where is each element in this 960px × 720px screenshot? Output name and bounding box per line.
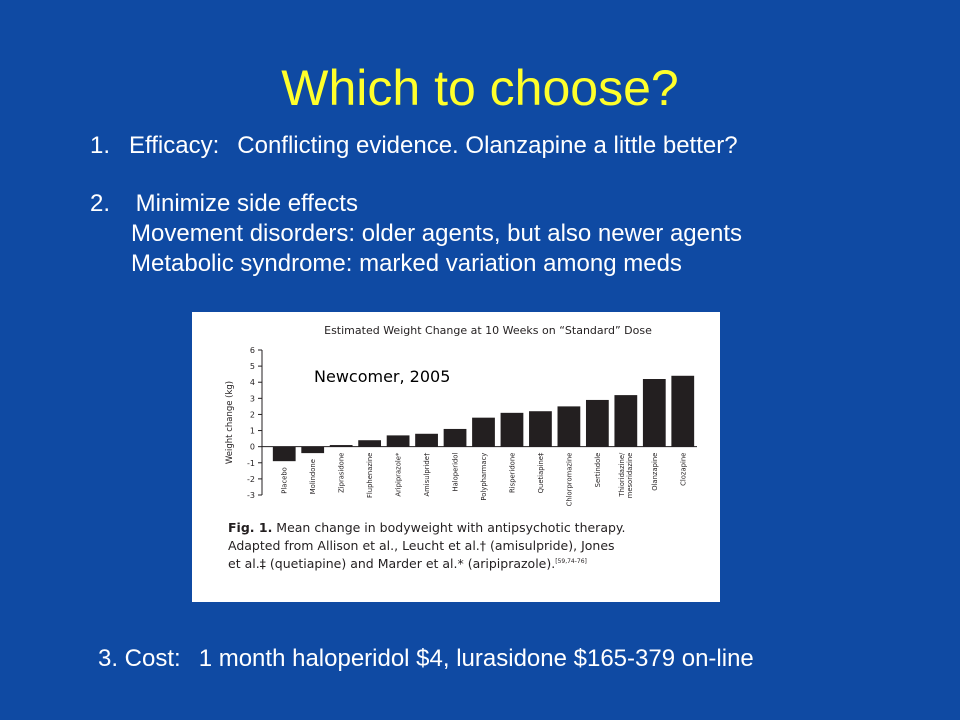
y-tick-label: -3 (247, 491, 255, 500)
point-number: 1. (90, 132, 111, 159)
y-tick-label: -1 (247, 459, 255, 468)
caption-text: et al.‡ (quetiapine) and Marder et al.* … (228, 556, 555, 571)
category-label: Quetiapine‡ (537, 452, 545, 493)
category-label: Aripiprazole* (395, 452, 403, 497)
point-side-effects: 2. Minimize side effects Movement disord… (90, 189, 742, 279)
caption-line-3: et al.‡ (quetiapine) and Marder et al.* … (228, 556, 587, 571)
point-label: 3. Cost: (98, 645, 181, 672)
caption-refs: [59,74-76] (555, 558, 587, 565)
point-text: 1 month haloperidol $4, lurasidone $165-… (198, 645, 754, 672)
bar-polypharmacy (472, 417, 495, 447)
y-tick-label: 0 (250, 443, 255, 452)
slide-title: Which to choose? (281, 60, 679, 116)
bar-olanzapine (642, 379, 666, 447)
bar-thioridazine-mesoridazine (614, 395, 638, 447)
y-tick-label: 6 (250, 346, 255, 355)
point-line-metabolic: Metabolic syndrome: marked variation amo… (131, 250, 682, 277)
y-tick-label: 2 (250, 410, 255, 419)
bar-molindone (301, 446, 325, 454)
category-label: Chlorpromazine (565, 453, 573, 507)
category-label: Fluphenazine (366, 453, 374, 498)
point-heading: Minimize side effects (135, 190, 358, 217)
point-text: Conflicting evidence. Olanzapine a littl… (237, 132, 738, 159)
y-tick-label: 3 (250, 394, 255, 403)
caption-line-2: Adapted from Allison et al., Leucht et a… (228, 538, 615, 553)
category-label: Ziprasidone (338, 453, 346, 493)
bar-haloperidol (443, 428, 467, 447)
category-label: Haloperidol (452, 453, 460, 492)
category-label: Olanzapine (651, 453, 659, 491)
weight-change-figure: Estimated Weight Change at 10 Weeks on “… (192, 312, 720, 602)
category-label: Placebo (281, 467, 289, 494)
bar-ziprasidone (329, 445, 353, 447)
category-label: Sertindole (594, 453, 602, 488)
weight-change-chart: Estimated Weight Change at 10 Weeks on “… (225, 324, 697, 571)
point-label: Efficacy: (129, 132, 220, 159)
y-tick-label: 5 (250, 362, 255, 371)
y-tick-label: 1 (250, 427, 255, 436)
category-label: Molindone (309, 459, 317, 494)
caption-text: Mean change in bodyweight with antipsych… (272, 520, 625, 535)
bar-amisulpride (415, 433, 438, 447)
category-label: Clozapine (679, 453, 687, 486)
chart-title: Estimated Weight Change at 10 Weeks on “… (324, 324, 652, 337)
category-label: mesoridazine (626, 453, 634, 499)
bar-fluphenazine (358, 440, 382, 447)
y-tick-label: 4 (250, 378, 255, 387)
point-number: 2. (90, 190, 111, 217)
bar-sertindole (585, 399, 609, 447)
y-axis-label: Weight change (kg) (225, 381, 235, 464)
point-efficacy: 1. Efficacy: Conflicting evidence. Olanzap… (90, 131, 738, 161)
bar-placebo (272, 446, 296, 462)
citation: Newcomer, 2005 (314, 367, 451, 386)
point-line-movement: Movement disorders: older agents, but al… (131, 220, 743, 247)
bar-chlorpromazine (557, 406, 581, 447)
bar-aripiprazole (386, 435, 410, 447)
category-label: Polypharmacy (480, 453, 488, 501)
bar-risperidone (500, 412, 524, 447)
bar-quetiapine (529, 411, 552, 447)
caption-label: Fig. 1. (228, 520, 272, 535)
category-label: Amisulpride† (423, 452, 431, 496)
bar-clozapine (671, 375, 695, 447)
y-tick-label: -2 (247, 475, 255, 484)
point-cost: 3. Cost: 1 month haloperidol $4, lurasido… (98, 644, 754, 674)
caption-line-1: Fig. 1. Mean change in bodyweight with a… (228, 520, 626, 535)
category-label: Risperidone (508, 453, 516, 493)
category-label: Thioridazine/ (618, 452, 626, 498)
